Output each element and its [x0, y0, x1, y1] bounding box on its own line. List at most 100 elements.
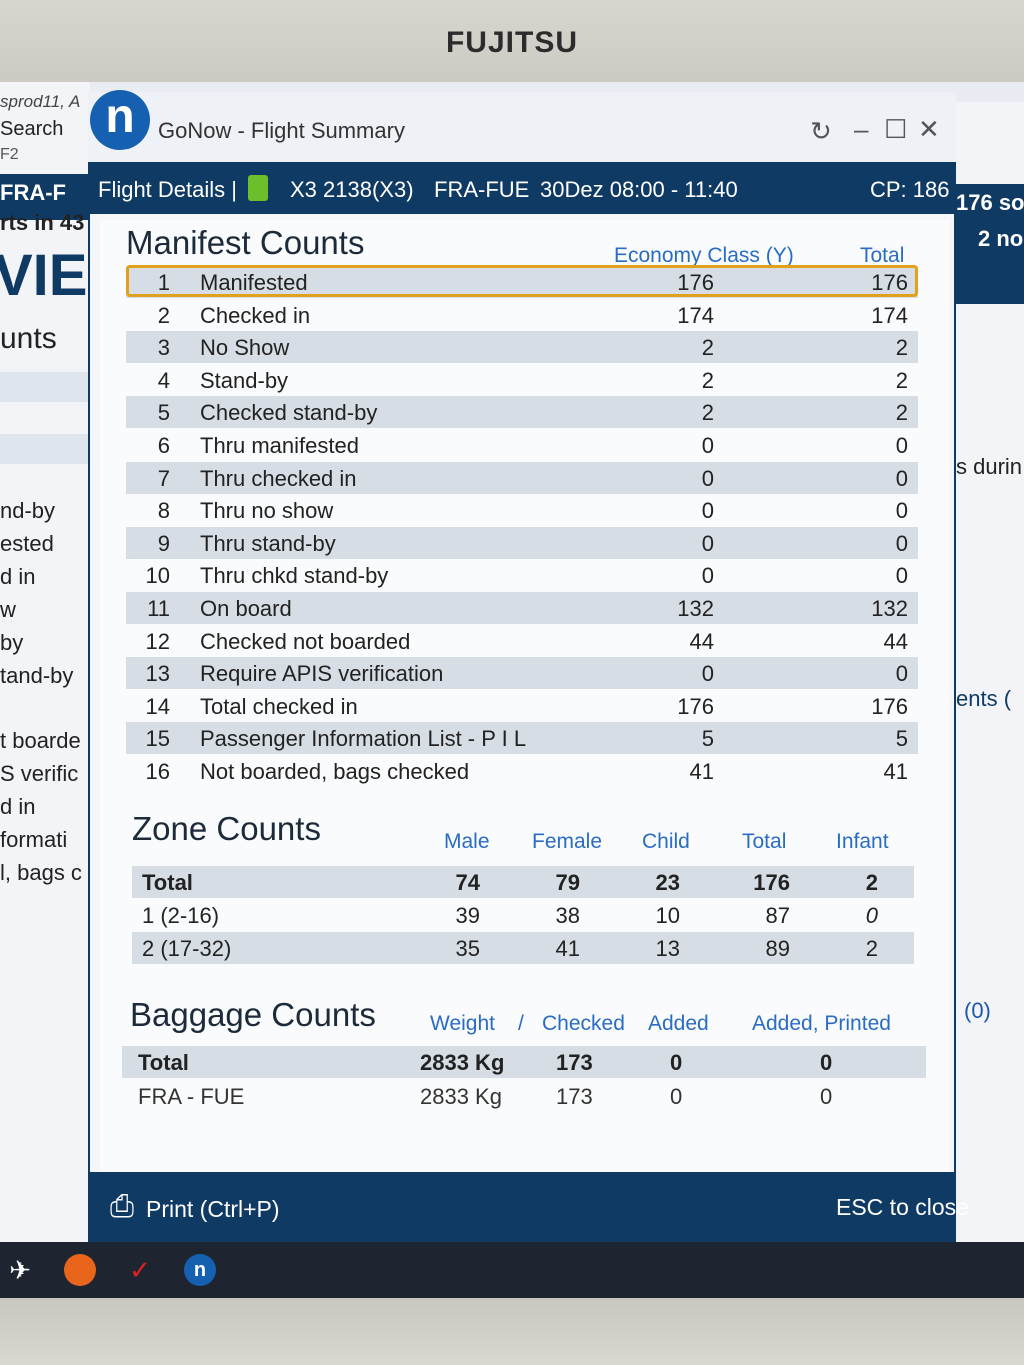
bg-text: ested — [0, 531, 54, 556]
bg-text: nd-by — [0, 498, 56, 523]
economy-value: 0 — [701, 498, 714, 524]
print-button[interactable]: Print (Ctrl+P) — [146, 1196, 280, 1222]
total-value: 41 — [883, 759, 908, 784]
row-label: Passenger Information List - P I L — [200, 726, 527, 752]
bg-text: w — [0, 597, 16, 622]
total-value: 176 — [871, 270, 908, 295]
bg-search-link[interactable]: Search — [0, 118, 64, 140]
baggage-label: Total — [138, 1050, 189, 1075]
baggage-added: 0 — [670, 1084, 683, 1109]
bg-band — [0, 434, 90, 464]
bg-text: S verific — [0, 761, 79, 786]
zone-infant: 2 — [865, 870, 878, 895]
monitor-bezel-top: FUJITSU — [0, 0, 1024, 92]
total-value: 132 — [871, 596, 908, 621]
economy-value: 174 — [677, 302, 714, 328]
economy-value: 44 — [689, 628, 714, 654]
manifest-row: 3 No Show 2 2 — [126, 331, 918, 364]
zone-row: 1 (2-16) 39 38 10 87 0 — [132, 899, 914, 931]
row-number: 8 — [157, 498, 170, 524]
airplane-icon[interactable]: ✈ — [9, 1255, 31, 1285]
zone-male: 39 — [455, 903, 480, 928]
zone-female: 38 — [555, 903, 580, 928]
manifest-row: 9 Thru stand-by 0 0 — [126, 526, 918, 559]
manifest-row: 7 Thru checked in 0 0 — [126, 461, 918, 494]
bg-text: t boarde — [0, 728, 81, 753]
zone-infant: 0 — [865, 903, 878, 928]
route: FRA-FUE — [434, 177, 530, 202]
bg-text: 176 sol — [956, 190, 1024, 215]
flight-details-header: Flight Details | X3 2138(X3) FRA-FUE 30D… — [90, 164, 954, 214]
baggage-title: Baggage Counts — [130, 996, 376, 1033]
manifest-row: 5 Checked stand-by 2 2 — [126, 396, 918, 429]
economy-value: 0 — [701, 433, 714, 458]
manifest-row: 1 Manifested 176 176 — [126, 266, 918, 298]
total-value: 5 — [895, 726, 908, 752]
bg-text: (0) — [964, 998, 991, 1023]
window-title: GoNow - Flight Summary — [158, 118, 405, 143]
gonow-icon[interactable]: n — [184, 1254, 216, 1286]
row-number: 10 — [145, 563, 170, 589]
refresh-icon[interactable]: ↻ — [810, 116, 832, 146]
baggage-added-printed: 0 — [820, 1084, 833, 1109]
row-number: 6 — [157, 433, 170, 458]
zone-col-child: Child — [642, 830, 690, 853]
manifest-row: 11 On board 132 132 — [126, 592, 918, 624]
row-number: 16 — [145, 759, 170, 784]
row-number: 1 — [157, 270, 170, 295]
zone-total: 87 — [765, 903, 790, 928]
zone-total: 89 — [765, 936, 790, 961]
taskbar: ✈ ✓ n — [0, 1242, 1024, 1300]
total-value: 0 — [895, 661, 908, 687]
economy-value: 176 — [677, 693, 714, 719]
capacity: CP: 186 — [870, 177, 950, 202]
bg-text: s durin — [956, 454, 1023, 479]
firefox-icon[interactable] — [64, 1254, 96, 1286]
row-label: Checked not boarded — [200, 628, 411, 654]
bg-text: l, bags c — [0, 860, 82, 885]
window-titlebar[interactable]: GoNow - Flight Summary ↻ – ☐ ✕ — [88, 92, 956, 162]
screen: sprod11, A Search F2 FRA-F rts in 43 VIE… — [0, 82, 1024, 1300]
row-number: 12 — [145, 628, 170, 654]
manifest-row: 10 Thru chkd stand-by 0 0 — [126, 559, 918, 591]
bg-header-bar — [0, 174, 90, 220]
header-title: Flight Details | — [98, 177, 237, 202]
zone-col-total: Total — [742, 830, 787, 853]
manifest-col-total: Total — [860, 244, 905, 267]
total-value: 0 — [895, 563, 908, 589]
baggage-col-separator: / — [518, 1012, 524, 1035]
selected-row-highlight — [126, 265, 918, 297]
minimize-icon[interactable]: – — [854, 114, 869, 144]
economy-value: 132 — [677, 596, 714, 621]
row-label: Checked in — [200, 302, 311, 328]
row-label: No Show — [200, 335, 290, 361]
row-label: Thru manifested — [200, 433, 359, 458]
baggage-col-added-printed: Added, Printed — [752, 1012, 891, 1035]
monitor-bezel-bottom — [0, 1298, 1024, 1365]
manifest-col-economy: Economy Class (Y) — [614, 244, 794, 267]
row-label: Not boarded, bags checked — [200, 759, 470, 784]
baggage-row: FRA - FUE 2833 Kg 173 0 0 — [122, 1080, 926, 1112]
bg-band — [0, 372, 90, 402]
baggage-checked: 173 — [556, 1084, 593, 1109]
economy-value: 0 — [701, 530, 714, 556]
row-label: Total checked in — [200, 693, 358, 719]
bg-shortcut: F2 — [0, 146, 19, 163]
row-number: 4 — [157, 367, 170, 393]
total-value: 174 — [871, 302, 908, 328]
baggage-weight: 2833 Kg — [420, 1084, 502, 1109]
printer-icon[interactable]: ⎙ — [110, 1190, 134, 1223]
baggage-col-added: Added — [648, 1012, 709, 1035]
maximize-icon[interactable]: ☐ — [884, 114, 908, 144]
economy-value: 0 — [701, 563, 714, 589]
zone-label: 1 (2-16) — [142, 903, 220, 928]
close-icon[interactable]: ✕ — [918, 114, 940, 144]
manifest-row: 13 Require APIS verification 0 0 — [126, 657, 918, 690]
zone-label: 2 (17-32) — [142, 936, 232, 961]
esc-close-hint[interactable]: ESC to close — [836, 1194, 969, 1220]
flight-summary-dialog: Flight Details | X3 2138(X3) FRA-FUE 30D… — [88, 162, 969, 1242]
app-icon[interactable]: ✓ — [129, 1255, 151, 1285]
baggage-added-printed: 0 — [820, 1050, 833, 1075]
monitor-brand: FUJITSU — [445, 26, 578, 59]
bg-text: d in — [0, 794, 36, 819]
